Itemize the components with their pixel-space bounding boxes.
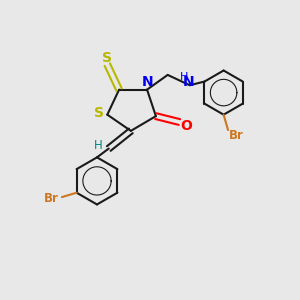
Text: Br: Br: [44, 192, 59, 205]
Text: Br: Br: [229, 129, 244, 142]
Text: N: N: [142, 75, 154, 89]
Text: S: S: [94, 106, 104, 120]
Text: N: N: [183, 75, 195, 89]
Text: O: O: [180, 119, 192, 134]
Text: S: S: [102, 51, 112, 65]
Text: H: H: [180, 72, 189, 82]
Text: H: H: [94, 139, 103, 152]
